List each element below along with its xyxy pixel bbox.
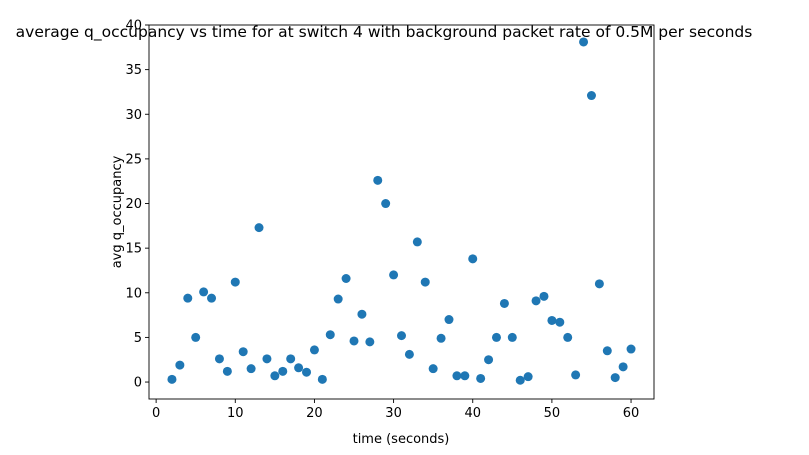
y-tick-label: 30 — [125, 108, 142, 123]
data-point — [238, 347, 248, 357]
y-tick-label: 10 — [125, 286, 142, 301]
data-point — [183, 293, 193, 303]
data-point — [365, 337, 375, 347]
data-point — [333, 294, 343, 304]
data-point — [294, 363, 304, 373]
y-tick-label: 20 — [125, 197, 142, 212]
data-point — [167, 374, 177, 384]
data-point — [586, 91, 596, 101]
data-point — [341, 273, 351, 283]
data-point — [436, 333, 446, 343]
data-point — [199, 287, 209, 297]
data-point — [618, 362, 628, 372]
data-point — [594, 279, 604, 289]
plot-frame — [148, 24, 655, 400]
data-point — [420, 277, 430, 287]
y-tick-label: 35 — [125, 63, 142, 78]
x-axis-label: time (seconds) — [353, 432, 450, 447]
data-point — [610, 373, 620, 383]
data-point — [317, 374, 327, 384]
data-point — [373, 175, 383, 185]
data-point — [349, 336, 359, 346]
data-point — [579, 37, 589, 47]
data-point — [626, 344, 636, 354]
chart-title: average q_occupancy vs time for at switc… — [16, 23, 753, 42]
data-point — [404, 349, 414, 359]
data-point — [484, 355, 494, 365]
y-tick-label: 0 — [134, 376, 142, 391]
y-tick-label: 5 — [134, 331, 142, 346]
data-point — [230, 277, 240, 287]
data-point — [214, 354, 224, 364]
data-point — [452, 371, 462, 381]
data-point — [381, 199, 391, 209]
data-point — [357, 309, 367, 319]
x-tick-label: 0 — [152, 406, 160, 421]
data-point — [531, 296, 541, 306]
data-point — [254, 223, 264, 233]
data-point — [515, 375, 525, 385]
data-point — [460, 371, 470, 381]
data-point — [397, 331, 406, 341]
x-tick-label: 30 — [385, 406, 402, 421]
data-point — [476, 373, 486, 383]
data-point — [507, 332, 517, 342]
data-point — [555, 317, 565, 327]
data-point — [444, 315, 454, 325]
y-tick-label: 15 — [125, 242, 142, 257]
data-point — [412, 237, 422, 247]
data-point — [222, 366, 232, 376]
data-point — [309, 345, 319, 355]
data-points — [167, 37, 636, 385]
data-point — [602, 346, 612, 356]
data-point — [539, 291, 549, 301]
data-point — [389, 270, 399, 280]
data-point — [468, 254, 478, 264]
data-point — [547, 315, 557, 325]
data-point — [262, 354, 272, 364]
data-point — [428, 364, 438, 374]
data-point — [278, 366, 288, 376]
data-point — [191, 332, 201, 342]
data-point — [325, 330, 335, 340]
x-tick-label: 10 — [227, 406, 244, 421]
y-axis-label: avg q_occupancy — [110, 155, 125, 268]
axis-ticks: 0 10 20 30 40 50 60 0 5 10 15 20 25 30 35 40 — [125, 19, 639, 422]
data-point — [499, 298, 509, 308]
y-tick-label: 40 — [125, 19, 142, 34]
data-point — [563, 332, 573, 342]
x-tick-label: 40 — [464, 406, 481, 421]
x-tick-label: 50 — [544, 406, 561, 421]
data-point — [286, 354, 296, 364]
data-point — [207, 293, 217, 303]
y-tick-label: 25 — [125, 152, 142, 167]
data-point — [246, 364, 256, 374]
data-point — [270, 371, 280, 381]
data-point — [571, 370, 581, 380]
x-tick-label: 20 — [306, 406, 323, 421]
data-point — [491, 332, 501, 342]
data-point — [175, 360, 185, 370]
x-tick-label: 60 — [623, 406, 640, 421]
data-point — [302, 367, 312, 377]
data-point — [523, 372, 533, 382]
